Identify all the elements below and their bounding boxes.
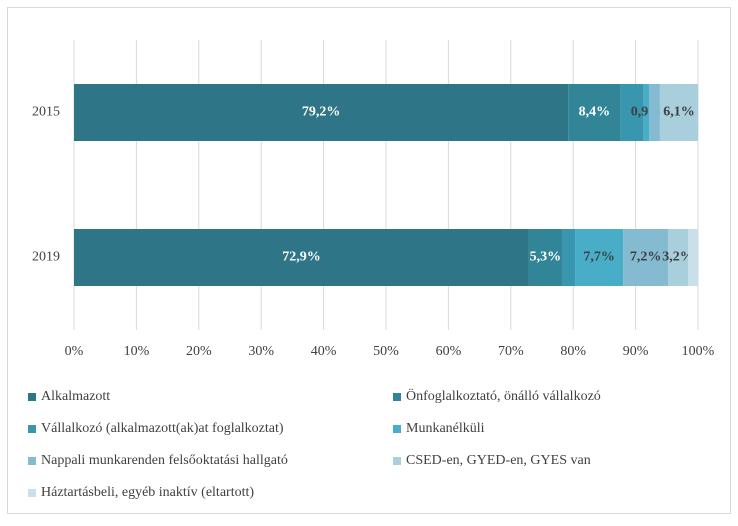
bar-segment — [643, 84, 650, 141]
data-label: 5,3% — [530, 250, 562, 265]
legend-marker — [393, 393, 401, 401]
bar-segment — [620, 84, 644, 141]
bar-segment — [659, 84, 698, 141]
x-tick-label: 80% — [560, 344, 586, 359]
legend-marker — [393, 457, 401, 465]
data-label: 79,2% — [302, 105, 341, 120]
data-label: 7,2% — [630, 250, 662, 265]
bar-segment — [74, 84, 569, 141]
x-tick-label: 50% — [373, 344, 399, 359]
data-label: 72,9% — [282, 250, 321, 265]
bar-segment — [561, 229, 576, 286]
bar-segment — [74, 229, 529, 286]
legend-marker — [28, 393, 36, 401]
legend-label: Nappali munkarenden felsőoktatási hallga… — [41, 453, 288, 468]
legend-marker — [28, 457, 36, 465]
x-tick-label: 10% — [124, 344, 150, 359]
bar-segment — [688, 229, 698, 286]
data-label: 8,4% — [579, 105, 611, 120]
legend-label: Munkanélküli — [406, 421, 485, 436]
x-tick-label: 70% — [498, 344, 524, 359]
legend-label: Önfoglalkoztató, önálló vállalkozó — [406, 387, 601, 404]
x-tick-label: 100% — [682, 344, 715, 359]
y-tick-label: 2015 — [32, 105, 60, 120]
legend-label: Vállalkozó (alkalmazott(ak)at foglalkozt… — [41, 421, 284, 436]
x-tick-label: 90% — [623, 344, 649, 359]
x-tick-label: 30% — [248, 344, 274, 359]
x-tick-label: 20% — [186, 344, 212, 359]
legend-label: Háztartásbeli, egyéb inaktív (eltartott) — [41, 485, 254, 500]
data-label: 7,7% — [583, 250, 615, 265]
x-tick-label: 40% — [311, 344, 337, 359]
bar-segment — [668, 229, 689, 286]
x-tick-label: 60% — [436, 344, 462, 359]
legend-marker — [28, 425, 36, 433]
bar-segment — [528, 229, 562, 286]
legend-label: CSED-en, GYED-en, GYES van — [406, 453, 591, 468]
data-label: 6,1% — [663, 105, 695, 120]
legend-label: Alkalmazott — [41, 389, 110, 404]
data-label: 3,2% — [662, 250, 694, 265]
bar-segment — [575, 229, 624, 286]
legend-marker — [28, 489, 36, 497]
x-tick-label: 0% — [65, 344, 84, 359]
legend-marker — [393, 425, 401, 433]
y-tick-label: 2019 — [32, 250, 60, 265]
bar-segment — [649, 84, 660, 141]
bar-segment — [623, 229, 669, 286]
bar-segment — [568, 84, 621, 141]
